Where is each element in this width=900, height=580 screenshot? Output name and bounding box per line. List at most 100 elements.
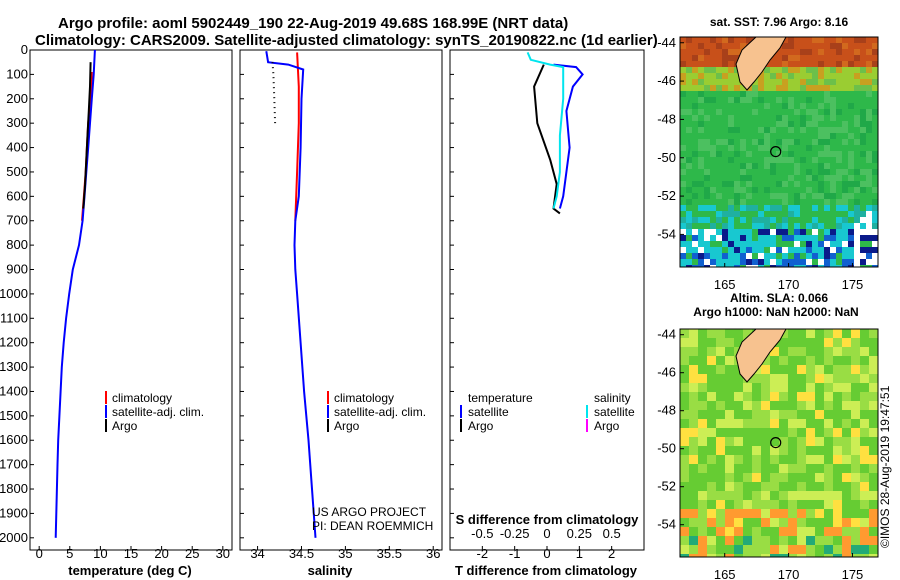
sla-cell xyxy=(698,473,707,482)
sla-cell xyxy=(860,356,869,365)
sst-cell xyxy=(824,223,830,229)
sst-cell xyxy=(758,103,764,109)
sst-cell xyxy=(764,253,770,259)
sst-cell xyxy=(734,253,740,259)
sst-cell xyxy=(860,139,866,145)
sla-cell xyxy=(797,374,806,383)
sla-cell xyxy=(779,446,788,455)
sla-cell xyxy=(716,473,725,482)
sst-cell xyxy=(770,139,776,145)
sst-cell xyxy=(746,223,752,229)
sst-cell xyxy=(848,97,854,103)
sst-cell xyxy=(842,103,848,109)
sst-cell xyxy=(686,241,692,247)
sst-cell xyxy=(836,193,842,199)
sla-cell xyxy=(869,419,878,428)
sst-cell xyxy=(824,37,830,43)
sst-cell xyxy=(692,103,698,109)
sla-cell xyxy=(680,329,689,338)
sst-cell xyxy=(752,265,758,267)
sst-cell xyxy=(806,175,812,181)
sst-cell xyxy=(818,97,824,103)
sst-cell xyxy=(686,91,692,97)
sla-cell xyxy=(797,527,806,536)
sst-cell xyxy=(800,205,806,211)
sst-cell xyxy=(716,259,722,265)
sst-cell xyxy=(746,121,752,127)
sla-cell xyxy=(842,419,851,428)
sst-cell xyxy=(728,157,734,163)
sst-cell xyxy=(842,217,848,223)
sla-cell xyxy=(770,419,779,428)
sst-cell xyxy=(854,211,860,217)
sla-cell xyxy=(734,392,743,401)
sst-cell xyxy=(740,127,746,133)
sst-cell xyxy=(680,253,686,259)
sst-cell xyxy=(704,103,710,109)
sst-cell xyxy=(788,199,794,205)
sst-cell xyxy=(818,163,824,169)
sla-cell xyxy=(680,446,689,455)
sst-cell xyxy=(812,103,818,109)
sst-cell xyxy=(758,217,764,223)
salinity-x-axis: 34 34.5 35 35.5 36 xyxy=(250,546,440,561)
sla-cell xyxy=(689,536,698,545)
temperature-x-tick-label: 20 xyxy=(154,546,168,561)
depth-tick-label: 900 xyxy=(6,262,28,277)
sla-cell xyxy=(680,545,689,554)
legend-climatology-label: climatology xyxy=(112,391,172,405)
sst-cell xyxy=(836,61,842,67)
sst-cell xyxy=(818,169,824,175)
sst-cell xyxy=(788,91,794,97)
sla-cell xyxy=(815,554,824,557)
sst-cell xyxy=(740,205,746,211)
sst-cell xyxy=(710,199,716,205)
sst-cell xyxy=(818,235,824,241)
sst-cell xyxy=(692,193,698,199)
sst-cell xyxy=(872,265,878,267)
sla-cell xyxy=(716,509,725,518)
sla-cell xyxy=(779,392,788,401)
sst-cell xyxy=(728,265,734,267)
sst-cell xyxy=(782,169,788,175)
sst-cell xyxy=(692,43,698,49)
sst-cell xyxy=(830,163,836,169)
legend-t-argo-label: Argo xyxy=(468,419,494,433)
sst-cell xyxy=(746,103,752,109)
sla-cell xyxy=(833,437,842,446)
sst-cell xyxy=(734,175,740,181)
sst-cell xyxy=(746,151,752,157)
sst-cell xyxy=(686,109,692,115)
sst-cell xyxy=(692,115,698,121)
sla-cell xyxy=(725,374,734,383)
sst-cell xyxy=(818,55,824,61)
sst-cell xyxy=(824,157,830,163)
sst-cell xyxy=(848,79,854,85)
sla-cell xyxy=(707,482,716,491)
sst-cell xyxy=(722,247,728,253)
sla-cell xyxy=(716,419,725,428)
map-lat-label: -48 xyxy=(657,403,676,418)
sla-cell xyxy=(779,374,788,383)
sst-cell xyxy=(758,79,764,85)
sst-cell xyxy=(782,253,788,259)
sst-cell xyxy=(782,235,788,241)
sla-cell xyxy=(788,383,797,392)
sst-cell xyxy=(770,109,776,115)
sst-cell xyxy=(842,145,848,151)
sla-cell xyxy=(779,365,788,374)
sst-cell xyxy=(710,175,716,181)
sla-cell xyxy=(824,491,833,500)
sst-cell xyxy=(800,145,806,151)
sst-cell xyxy=(842,115,848,121)
sst-cell xyxy=(764,193,770,199)
sst-cell xyxy=(794,37,800,43)
sla-cell xyxy=(788,473,797,482)
sla-cell xyxy=(698,428,707,437)
sla-cell xyxy=(707,392,716,401)
sst-cell xyxy=(782,151,788,157)
sla-cell xyxy=(716,464,725,473)
sla-cell xyxy=(770,347,779,356)
sst-cell xyxy=(806,253,812,259)
sst-cell xyxy=(872,223,878,229)
